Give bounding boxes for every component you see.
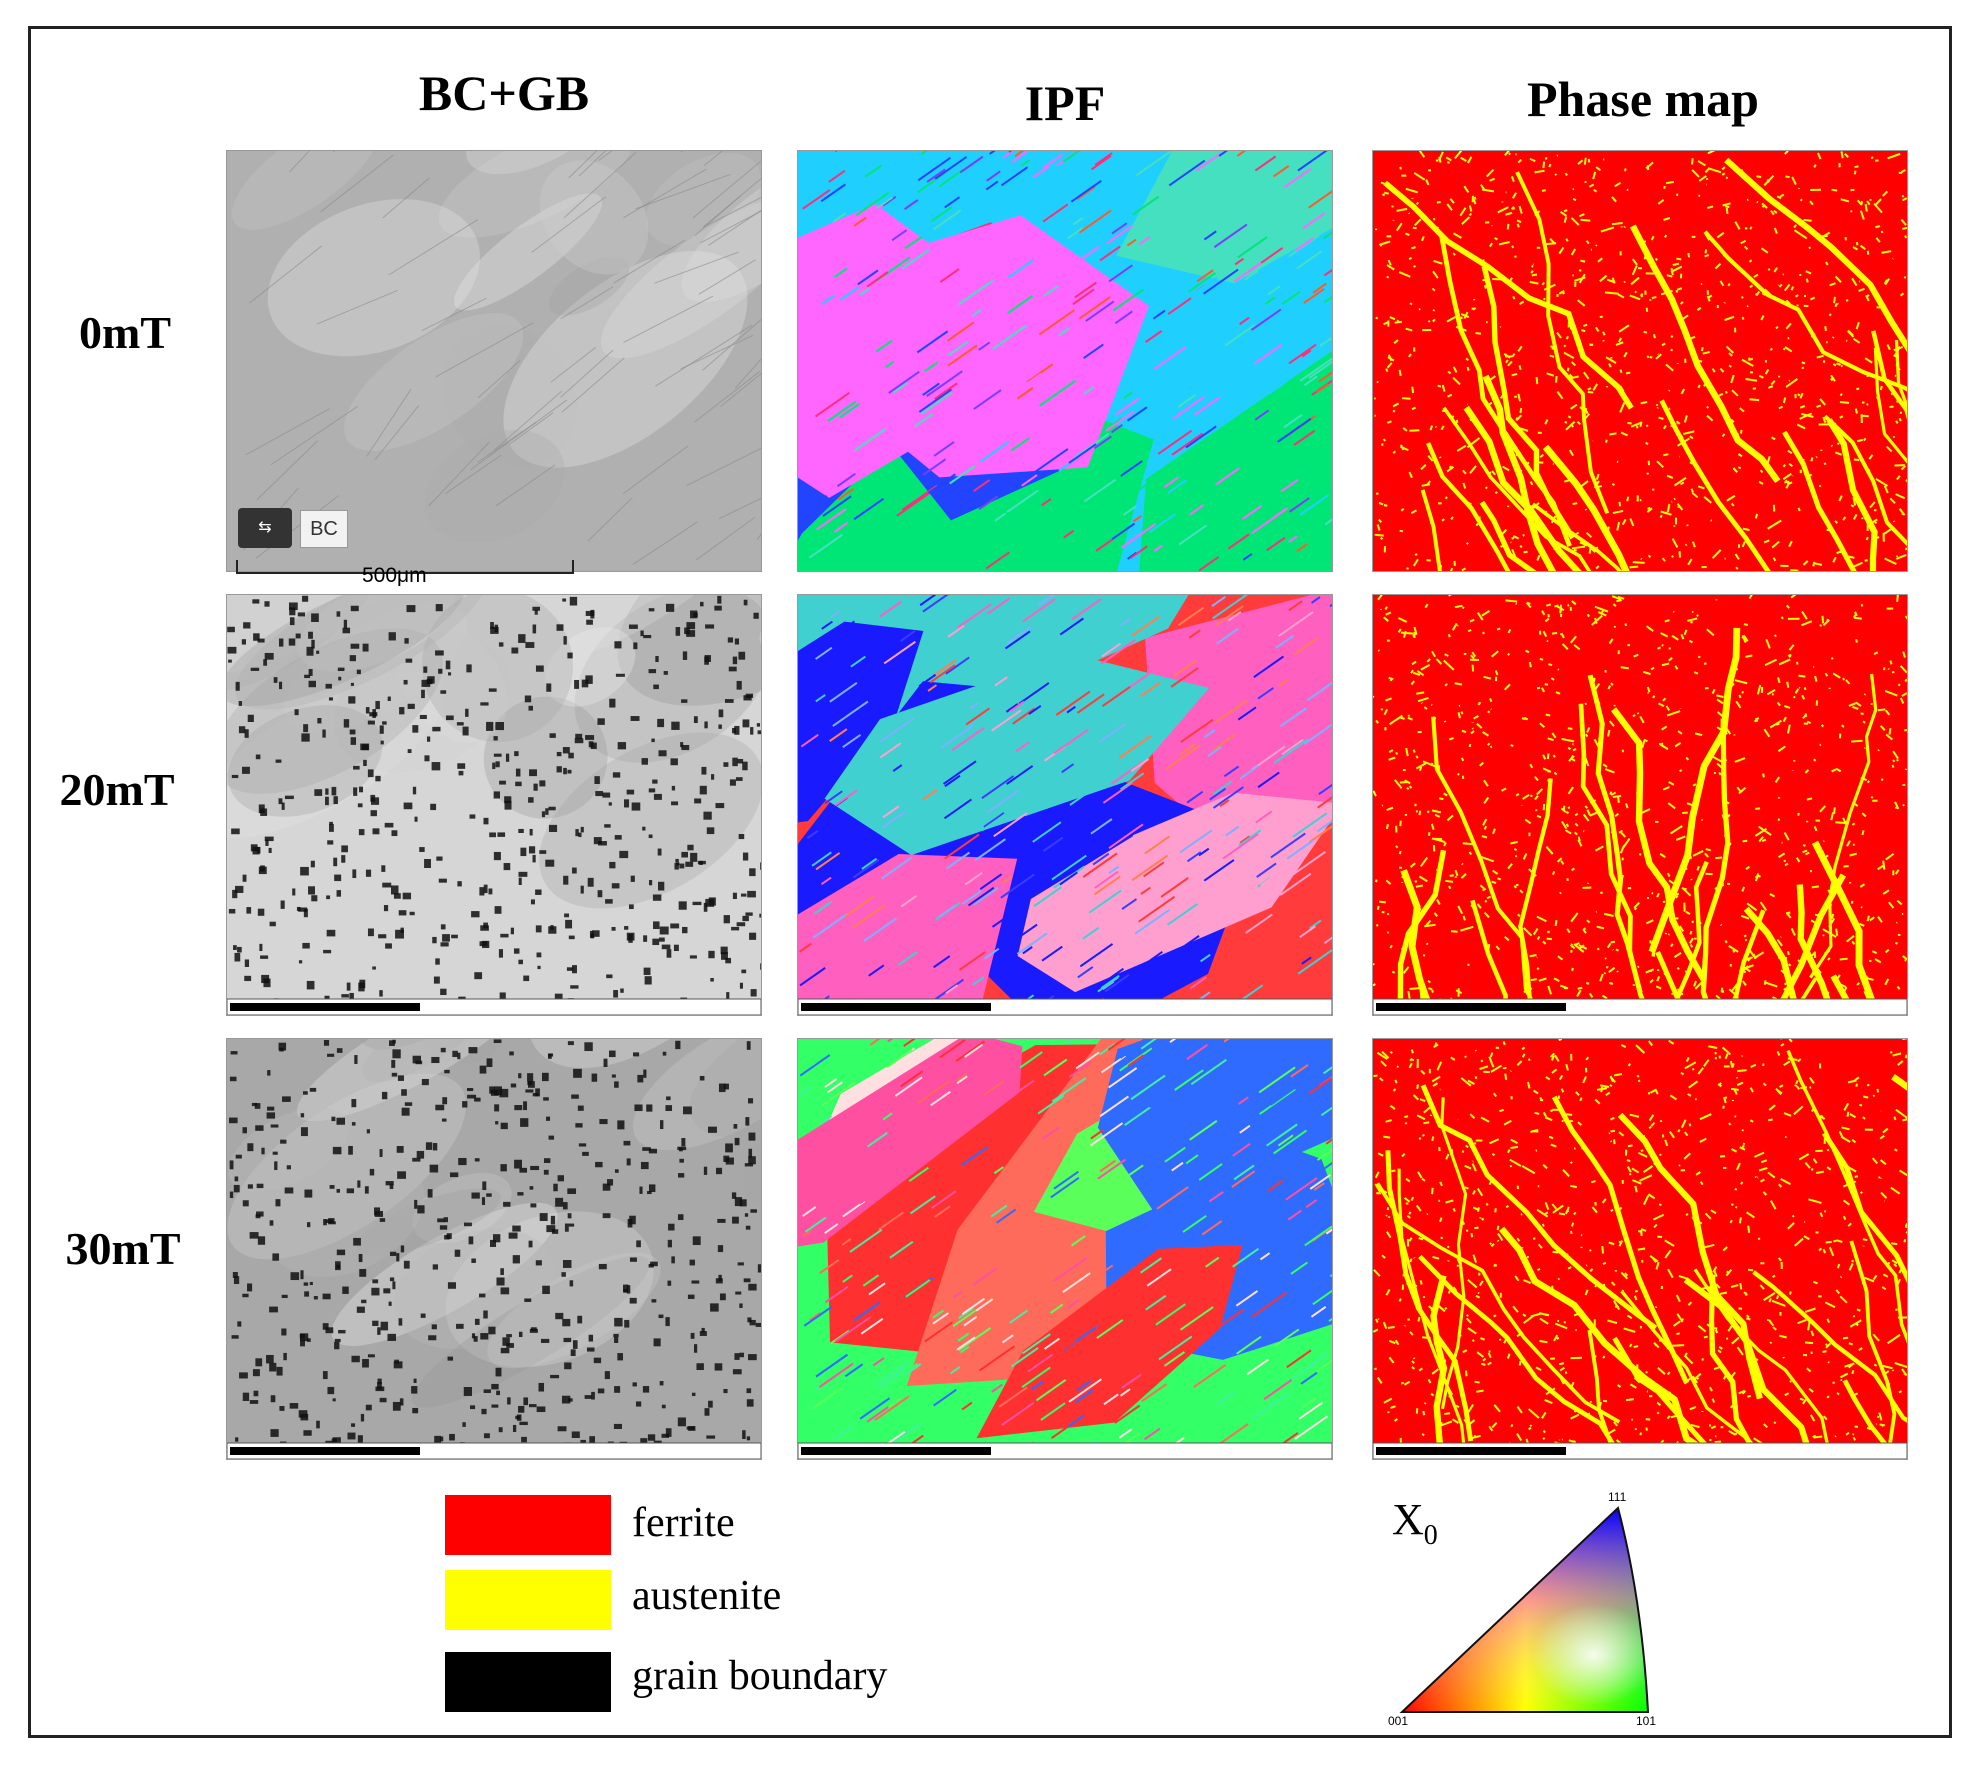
micrograph-image (798, 595, 1332, 1015)
bc-gb-map-30mt (226, 1038, 762, 1460)
micrograph-image (1373, 1039, 1907, 1459)
bc-gb-map-0mt (226, 150, 762, 572)
ipf-key-symbol: X0 (1392, 1494, 1438, 1552)
legend-label-grain-boundary: grain boundary (632, 1653, 888, 1699)
column-header-bc-gb: BC+GB (418, 65, 590, 121)
map-type-icon: ⇆ (238, 508, 292, 548)
micrograph-image (1373, 595, 1907, 1015)
column-header-ipf: IPF (1024, 75, 1106, 131)
row-label-20mt: 20mT (59, 764, 175, 815)
ipf-map-30mt (797, 1038, 1333, 1460)
legend-swatch-ferrite (445, 1495, 611, 1555)
phase-map-map-0mt (1372, 150, 1908, 572)
micrograph-image (1373, 151, 1907, 571)
scale-bar (236, 560, 574, 574)
phase-map-map-20mt (1372, 594, 1908, 1016)
scale-bar-label: 500μm (362, 564, 427, 587)
ipf-key-label-001: 001 (1388, 1714, 1409, 1728)
ipf-key-label-101: 101 (1636, 1714, 1657, 1728)
row-label-0mt: 0mT (79, 307, 171, 358)
micrograph-image (798, 151, 1332, 571)
bc-gb-map-20mt (226, 594, 762, 1016)
row-label-30mt: 30mT (65, 1223, 181, 1274)
ipf-key-symbol-sub: 0 (1423, 1519, 1438, 1551)
bc-badge: BC (300, 510, 348, 548)
legend-label-austenite: austenite (632, 1573, 782, 1619)
column-header-phase-map: Phase map (1527, 71, 1759, 127)
micrograph-image (227, 1039, 761, 1459)
ipf-key-label-111: 111 (1608, 1490, 1627, 1504)
micrograph-image (798, 1039, 1332, 1459)
legend-swatch-austenite (445, 1570, 611, 1630)
micrograph-image (227, 595, 761, 1015)
ipf-map-0mt (797, 150, 1333, 572)
micrograph-image (227, 151, 761, 571)
legend-label-ferrite: ferrite (632, 1500, 735, 1546)
ipf-map-20mt (797, 594, 1333, 1016)
ipf-key-symbol-main: X (1392, 1495, 1424, 1544)
legend-swatch-grain-boundary (445, 1652, 611, 1712)
phase-map-map-30mt (1372, 1038, 1908, 1460)
ipf-color-key-triangle (1399, 1506, 1650, 1713)
figure-frame (28, 26, 1952, 1738)
